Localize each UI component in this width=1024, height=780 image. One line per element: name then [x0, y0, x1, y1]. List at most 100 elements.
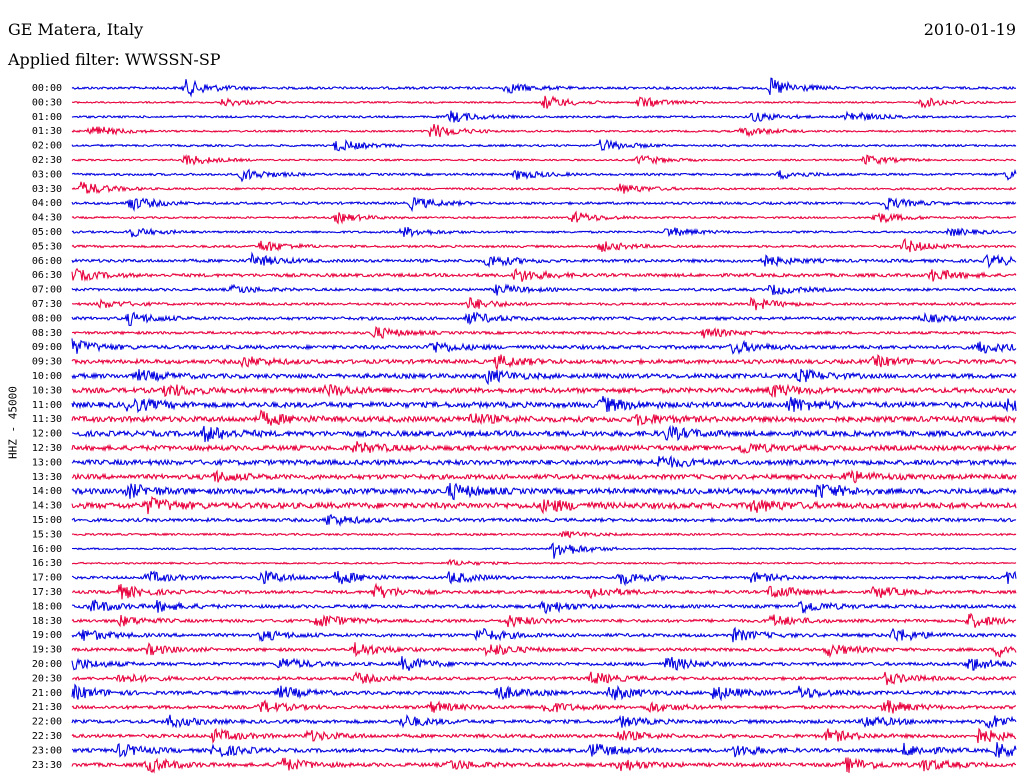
seismic-trace-line [71, 482, 1017, 501]
date-label: 2010-01-19 [923, 20, 1016, 39]
seismic-trace-line [71, 338, 1017, 355]
time-tick-label: 04:00 [32, 198, 62, 209]
time-tick-label: 07:00 [32, 285, 62, 296]
seismic-traces [71, 77, 1017, 774]
seismic-trace-line [71, 311, 1017, 327]
seismic-trace-line [71, 168, 1017, 183]
seismic-trace-line [71, 757, 1017, 774]
time-tick-label: 12:00 [32, 429, 62, 440]
time-tick-label: 06:00 [32, 256, 62, 267]
time-tick-label: 00:30 [32, 97, 62, 108]
seismic-trace-line [72, 542, 1017, 559]
time-tick-label: 13:30 [32, 472, 62, 483]
time-tick-label: 14:00 [32, 486, 62, 497]
seismic-trace-line [71, 77, 1017, 98]
seismic-trace-line [71, 110, 1017, 123]
seismic-trace-line [71, 742, 1017, 758]
seismic-trace-line [71, 95, 1016, 109]
seismic-trace-line [71, 354, 1017, 372]
time-tick-label: 20:00 [32, 659, 62, 670]
time-tick-label: 03:30 [32, 184, 62, 195]
time-tick-label: 21:30 [32, 702, 62, 713]
seismic-trace-line [71, 153, 1017, 166]
time-tick-label: 21:00 [32, 688, 62, 699]
time-tick-label: 13:00 [32, 457, 62, 468]
station-title: GE Matera, Italy [8, 20, 144, 39]
seismic-trace-line [71, 123, 1017, 138]
seismic-trace-line [71, 210, 1017, 225]
seismic-trace-line [71, 283, 1017, 296]
time-tick-label: 17:00 [32, 573, 62, 584]
time-tick-label: 16:30 [32, 558, 62, 569]
time-tick-label: 09:30 [32, 357, 62, 368]
time-tick-label: 04:30 [32, 213, 62, 224]
time-tick-label: 10:00 [32, 371, 62, 382]
seismic-trace-line [71, 469, 1017, 484]
filter-label: Applied filter: WWSSN-SP [8, 50, 221, 69]
time-tick-label: 11:30 [32, 414, 62, 425]
time-tick-label: 14:30 [32, 501, 62, 512]
time-tick-labels: 00:00 00:30 01:00 01:30 02:00 02:30 03:00 03:30… [32, 83, 62, 771]
seismic-trace-line [71, 455, 1017, 469]
time-tick-label: 02:00 [32, 141, 62, 152]
seismic-trace-line [71, 642, 1017, 659]
time-tick-label: 01:00 [32, 112, 62, 123]
time-tick-label: 17:30 [32, 587, 62, 598]
time-tick-label: 20:30 [32, 673, 62, 684]
time-tick-label: 18:00 [32, 601, 62, 612]
time-tick-label: 05:30 [32, 241, 62, 252]
seismic-trace-line [71, 714, 1017, 729]
seismic-trace-line [71, 570, 1017, 587]
seismic-trace-line [71, 237, 1017, 253]
seismic-trace-line [71, 181, 1017, 195]
time-tick-label: 23:30 [32, 760, 62, 771]
seismic-trace-line [71, 671, 1017, 686]
seismic-trace-line [71, 599, 1017, 615]
time-tick-label: 10:30 [32, 385, 62, 396]
seismic-trace-line [71, 441, 1017, 455]
seismic-trace-line [71, 383, 1017, 398]
time-tick-label: 19:30 [32, 645, 62, 656]
seismic-trace-line [71, 296, 1017, 311]
seismic-trace-line [71, 656, 1017, 671]
seismic-trace-line [71, 197, 1017, 213]
seismic-trace-line [71, 612, 1017, 629]
seismic-trace-line [71, 727, 1017, 744]
seismic-trace-line [71, 138, 1017, 152]
time-tick-label: 15:30 [32, 529, 62, 540]
seismic-trace-line [71, 495, 1017, 515]
seismic-trace-line [71, 582, 1017, 600]
seismic-trace-line [71, 513, 1017, 527]
seismic-trace-line [71, 267, 1017, 282]
seismic-trace-line [71, 424, 1017, 443]
seismic-trace-line [71, 226, 1017, 238]
seismic-trace-line [71, 368, 1017, 386]
seismic-trace-line [71, 699, 1017, 714]
time-tick-label: 02:30 [32, 155, 62, 166]
seismic-trace-line [71, 251, 1017, 269]
time-tick-label: 08:00 [32, 313, 62, 324]
time-tick-label: 08:30 [32, 328, 62, 339]
time-tick-label: 11:00 [32, 400, 62, 411]
time-tick-label: 06:30 [32, 270, 62, 281]
time-tick-label: 19:00 [32, 630, 62, 641]
time-tick-label: 23:00 [32, 745, 62, 756]
time-tick-label: 22:30 [32, 731, 62, 742]
seismic-trace-line [71, 409, 1017, 426]
seismic-trace-line [71, 558, 1017, 567]
time-tick-label: 22:00 [32, 717, 62, 728]
time-tick-label: 00:00 [32, 83, 62, 94]
time-tick-label: 18:30 [32, 616, 62, 627]
seismic-trace-line [71, 683, 1017, 702]
time-tick-label: 16:00 [32, 544, 62, 555]
seismic-trace-line [71, 529, 1017, 539]
time-tick-label: 01:30 [32, 126, 62, 137]
seismic-trace-line [71, 626, 1017, 643]
seismic-trace-line [71, 325, 1017, 339]
time-tick-label: 15:00 [32, 515, 62, 526]
seismic-trace-line [71, 396, 1017, 414]
time-tick-label: 09:00 [32, 342, 62, 353]
time-tick-label: 03:00 [32, 169, 62, 180]
time-tick-label: 07:30 [32, 299, 62, 310]
